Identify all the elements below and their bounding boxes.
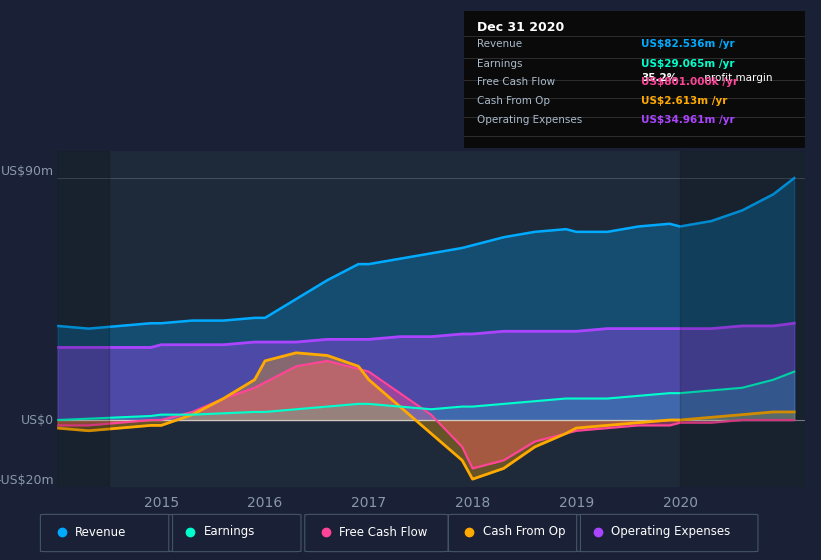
Text: 35.2%: 35.2% [641, 73, 677, 83]
Text: Free Cash Flow: Free Cash Flow [340, 525, 428, 539]
Text: Cash From Op: Cash From Op [478, 96, 551, 106]
Text: US$34.961m /yr: US$34.961m /yr [641, 115, 735, 125]
Text: Operating Expenses: Operating Expenses [612, 525, 731, 539]
Text: Earnings: Earnings [478, 59, 523, 69]
Text: Revenue: Revenue [478, 39, 523, 49]
Text: Revenue: Revenue [76, 525, 126, 539]
Text: US$82.536m /yr: US$82.536m /yr [641, 39, 735, 49]
Text: US$90m: US$90m [1, 165, 53, 178]
Text: profit margin: profit margin [700, 73, 773, 83]
Text: US$2.613m /yr: US$2.613m /yr [641, 96, 727, 106]
Text: Operating Expenses: Operating Expenses [478, 115, 583, 125]
Text: Free Cash Flow: Free Cash Flow [478, 77, 556, 87]
Text: US$0: US$0 [21, 413, 53, 427]
Text: US$29.065m /yr: US$29.065m /yr [641, 59, 735, 69]
Text: Dec 31 2020: Dec 31 2020 [478, 21, 565, 34]
Text: US$801.000k /yr: US$801.000k /yr [641, 77, 738, 87]
Bar [57, 151, 109, 487]
Text: Earnings: Earnings [204, 525, 255, 539]
Bar [680, 151, 805, 487]
Text: Cash From Op: Cash From Op [483, 525, 566, 539]
Text: -US$20m: -US$20m [0, 474, 53, 487]
